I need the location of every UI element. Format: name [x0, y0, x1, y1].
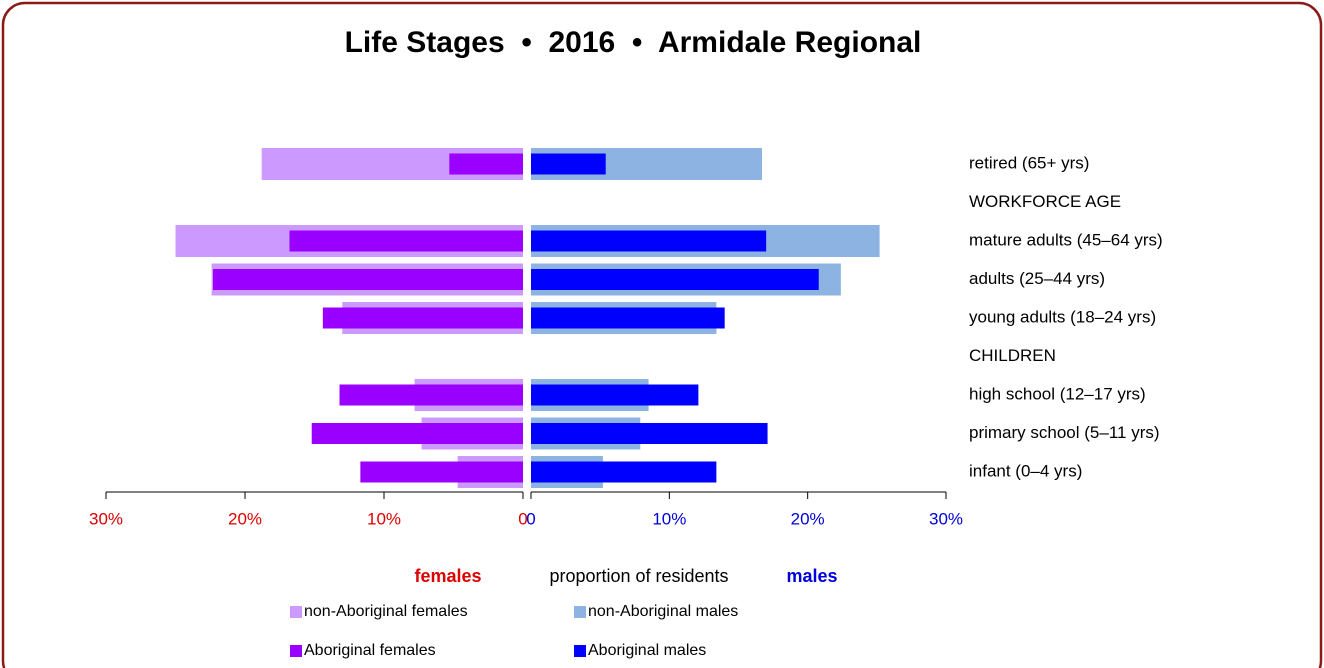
legend-label: Aboriginal females	[304, 642, 436, 659]
legend-swatch	[574, 645, 586, 657]
bar	[213, 269, 523, 290]
bar	[531, 230, 767, 252]
legend-swatch	[290, 645, 302, 657]
legend-label: non-Aboriginal males	[588, 603, 738, 620]
bar	[360, 461, 523, 483]
bar	[531, 307, 725, 329]
x-tick-label: 0	[526, 509, 535, 528]
males-label: males	[786, 566, 837, 586]
legend-swatch	[574, 606, 586, 618]
category-label: young adults (18–24 yrs)	[969, 307, 1156, 326]
bar	[322, 307, 523, 329]
x-tick-label: 30%	[89, 509, 123, 528]
category-label: WORKFORCE AGE	[969, 192, 1121, 211]
x-axis-label: proportion of residents	[549, 566, 728, 586]
x-tick-label: 0	[518, 509, 527, 528]
bar	[531, 461, 717, 483]
bar	[339, 384, 523, 406]
x-tick-label: 10%	[652, 509, 686, 528]
bar	[531, 153, 606, 175]
category-label: retired (65+ yrs)	[969, 153, 1089, 172]
legend-label: non-Aboriginal females	[304, 603, 468, 620]
x-tick-label: 20%	[228, 509, 262, 528]
category-label: primary school (5–11 yrs)	[969, 423, 1160, 442]
legend-label: Aboriginal males	[588, 642, 706, 659]
females-label: females	[414, 566, 481, 586]
category-label: high school (12–17 yrs)	[969, 384, 1146, 403]
x-tick-label: 10%	[367, 509, 401, 528]
category-label: infant (0–4 yrs)	[969, 461, 1082, 480]
bar	[531, 384, 699, 406]
bar	[449, 153, 523, 175]
bar	[531, 423, 768, 444]
x-tick-label: 20%	[791, 509, 825, 528]
bar	[311, 423, 523, 444]
category-label: adults (25–44 yrs)	[969, 269, 1105, 288]
bar	[531, 269, 819, 290]
bar	[289, 230, 523, 252]
category-label: mature adults (45–64 yrs)	[969, 230, 1163, 249]
chart-title: Life Stages • 2016 • Armidale Regional	[345, 26, 922, 59]
legend-swatch	[290, 606, 302, 618]
category-label: CHILDREN	[969, 346, 1056, 365]
x-tick-label: 30%	[929, 509, 963, 528]
